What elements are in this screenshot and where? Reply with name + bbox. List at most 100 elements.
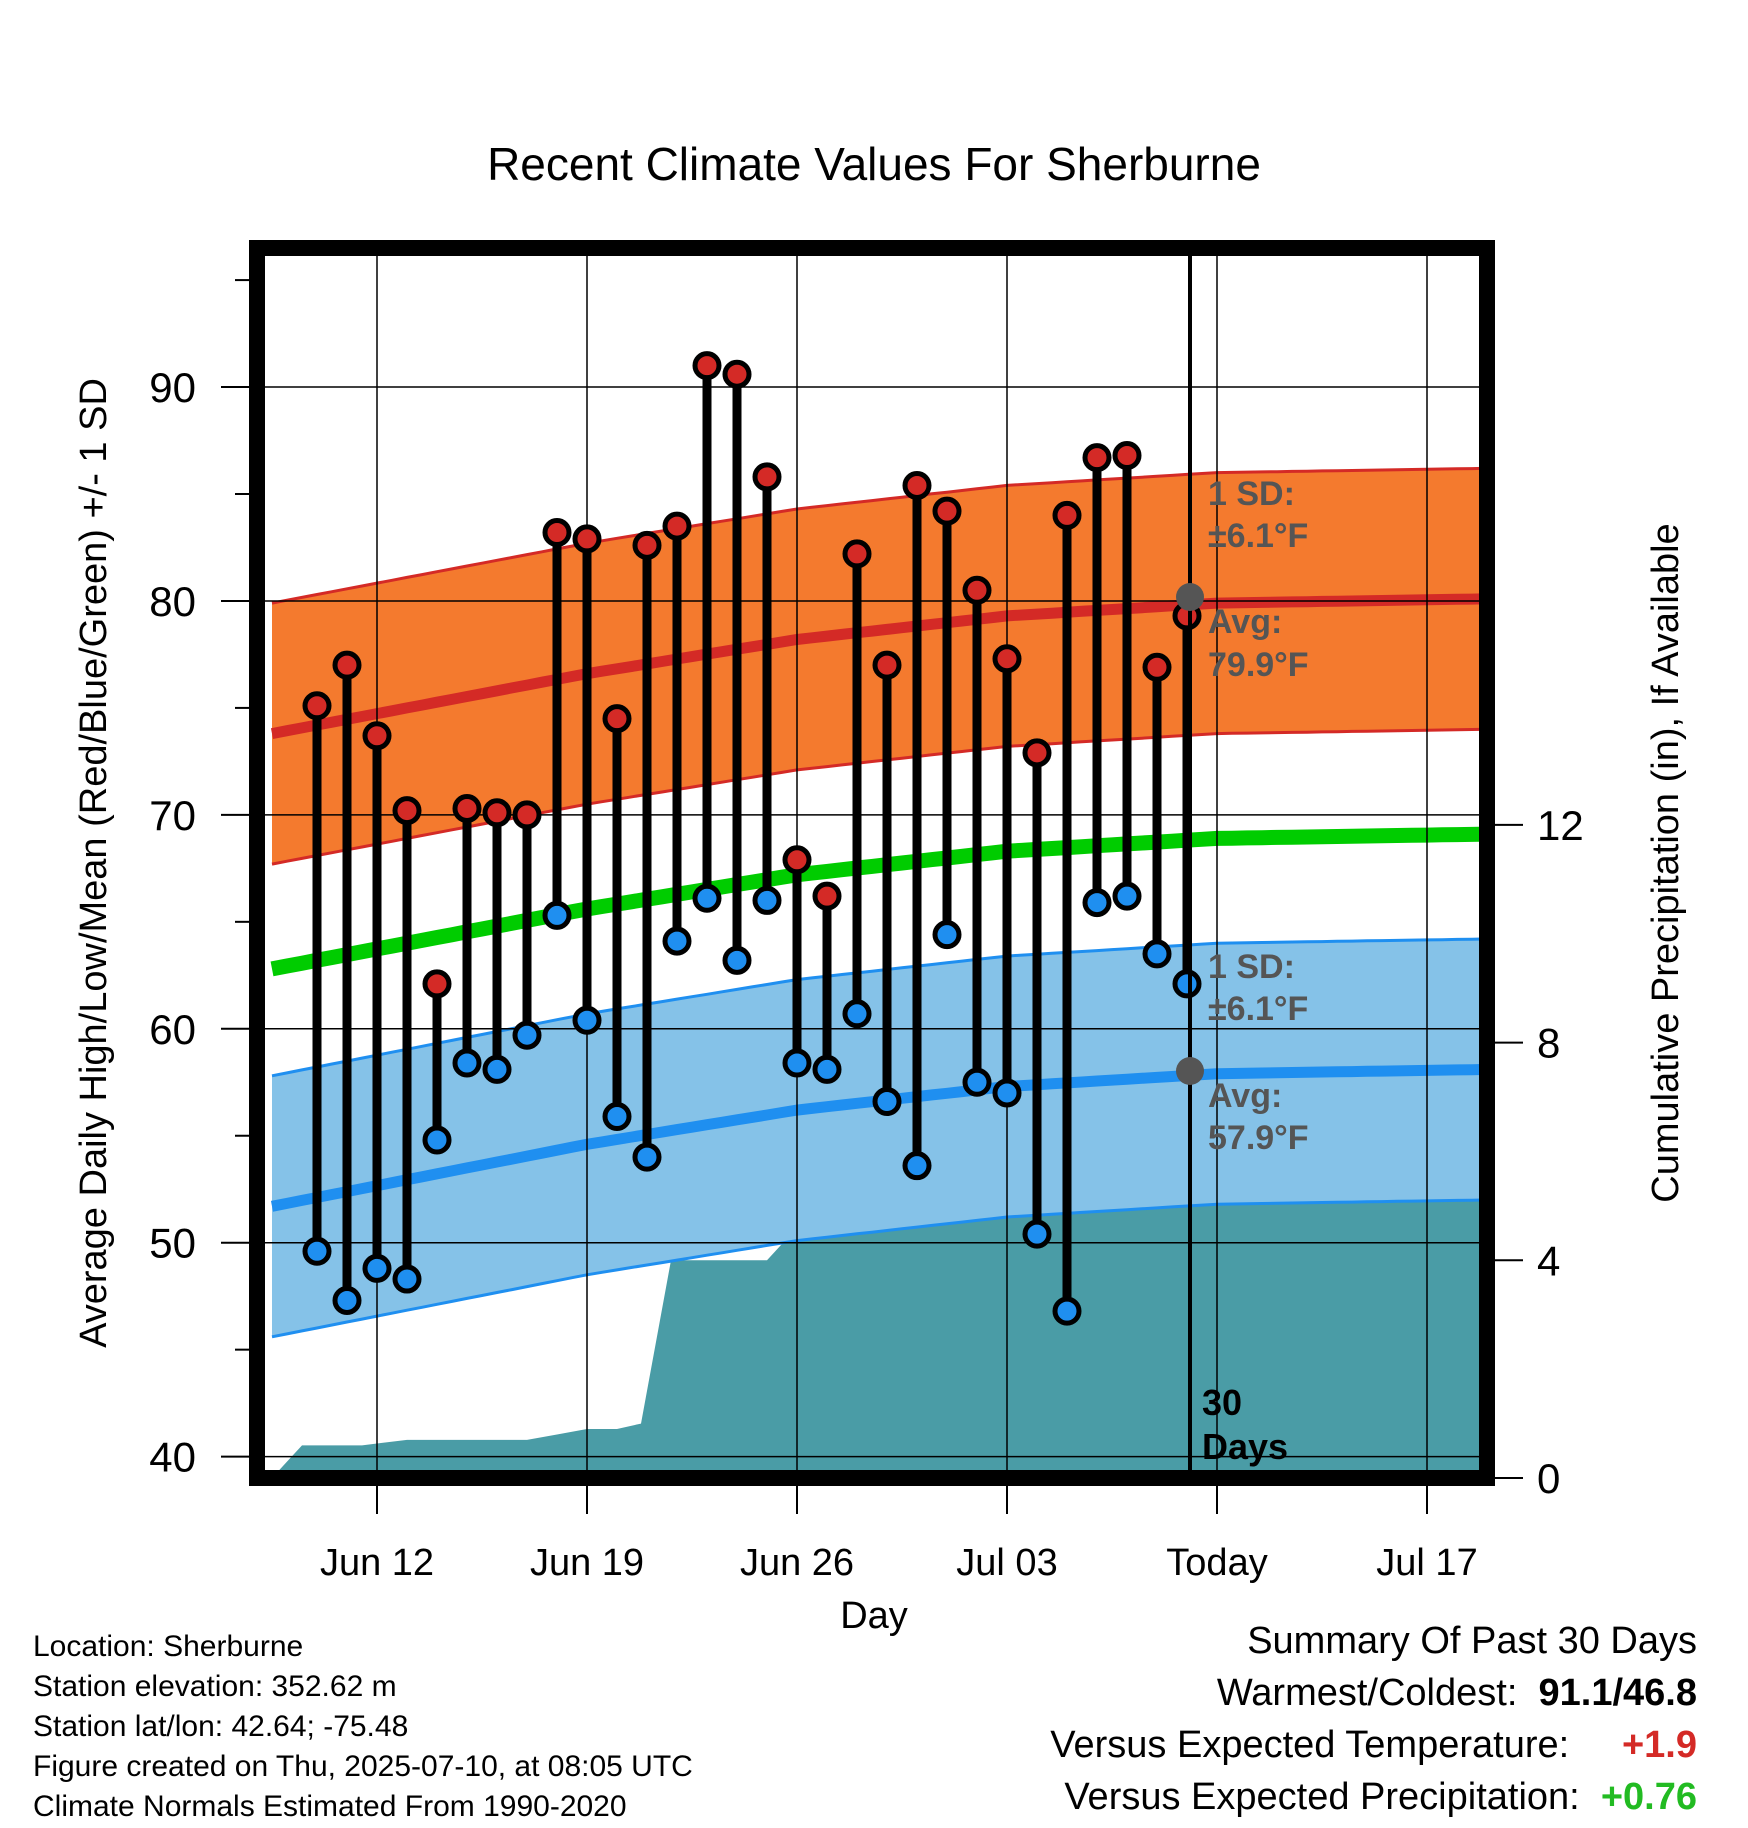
summary-precipitation: Versus Expected Precipitation: +0.76 [1064,1776,1697,1819]
y-tick-label: 90 [149,364,196,411]
low-point [1172,969,1202,999]
low-band-upper-edge [271,937,1487,1078]
high-point [302,691,332,721]
high-point [932,496,962,526]
high-point [782,845,812,875]
low-point [422,1125,452,1155]
low-point [332,1285,362,1315]
plot-area: 1 SD: ±6.1°F Avg: 79.9°F 1 SD: ±6.1°F Av… [249,240,1495,1486]
low-avg-value: 57.9°F [1208,1119,1309,1157]
low-point [452,1048,482,1078]
low-point [542,900,572,930]
low-point [632,1142,662,1172]
high-point [1082,443,1112,473]
location-text: Location: Sherburne [33,1630,304,1663]
high-point [872,650,902,680]
high-point [332,650,362,680]
high-point [422,969,452,999]
high-point [392,796,422,826]
high-point [662,511,692,541]
low-point [1022,1219,1052,1249]
low-point [302,1236,332,1266]
low-band-lower-edge [271,1198,1487,1339]
normals-text: Climate Normals Estimated From 1990-2020 [33,1790,627,1823]
y-tick-label: 70 [149,792,196,839]
y2-tick-label: 12 [1537,802,1584,849]
x-tick-label: Jun 19 [530,1542,644,1584]
high-band-lower-edge [271,727,1487,866]
low-sd-label: 1 SD: [1208,948,1295,986]
annotation-layer: 1 SD: ±6.1°F Avg: 79.9°F 1 SD: ±6.1°F Av… [1176,248,1309,1478]
daily-range-layer [302,351,1202,1326]
high-point [452,793,482,823]
high-point [602,704,632,734]
high-point [1052,500,1082,530]
high-point [962,575,992,605]
low-point [782,1048,812,1078]
low-avg-today-marker [1176,1057,1204,1085]
high-sd-label: 1 SD: [1208,475,1295,513]
high-point [572,524,602,554]
low-sd-value: ±6.1°F [1208,990,1308,1028]
low-point [1052,1296,1082,1326]
temp-label: Versus Expected Temperature: [1050,1724,1570,1766]
plot-frame [249,240,1495,1486]
warmest-value: 91.1/46.8 [1538,1672,1697,1714]
low-band [272,938,1487,1337]
warmest-label: Warmest/Coldest: [1216,1672,1518,1714]
y2-tick-label: 4 [1537,1237,1560,1284]
low-point [572,1005,602,1035]
x-tick-label: Jul 03 [956,1542,1057,1584]
high-point [992,644,1022,674]
high-band-upper-edge [271,466,1487,605]
precipitation-area-layer [257,1189,1487,1478]
high-point [722,359,752,389]
low-point [1112,881,1142,911]
low-point [902,1151,932,1181]
high-point [632,530,662,560]
high-point [752,462,782,492]
y-tick-label: 80 [149,578,196,625]
high-avg-today-marker [1176,583,1204,611]
low-point [692,883,722,913]
x-tick-label: Today [1166,1542,1267,1584]
summary-temperature: Versus Expected Temperature: +1.9 [1050,1724,1697,1767]
low-avg-label: Avg: [1208,1077,1282,1115]
y-tick-label: 40 [149,1434,196,1481]
low-point [602,1101,632,1131]
latlon-text: Station lat/lon: 42.64; -75.48 [33,1710,409,1743]
y-tick-label: 60 [149,1006,196,1053]
thirty-days-label-line: Days [1202,1426,1288,1467]
created-text: Figure created on Thu, 2025-07-10, at 08… [33,1750,693,1783]
low-point [1142,939,1172,969]
low-point [932,920,962,950]
chart-title: Recent Climate Values For Sherburne [487,138,1261,190]
low-point [872,1087,902,1117]
low-point [482,1054,512,1084]
y-tick-label: 50 [149,1220,196,1267]
thirty-days-label: 30 Days [1202,1382,1288,1467]
x-tick-label: Jun 12 [320,1542,434,1584]
high-point [902,470,932,500]
precip-label: Versus Expected Precipitation: [1064,1776,1580,1818]
high-avg-label: Avg: [1208,603,1282,641]
summary-title: Summary Of Past 30 Days [1247,1620,1697,1662]
y2-tick-label: 8 [1537,1020,1560,1067]
elevation-text: Station elevation: 352.62 m [33,1670,397,1703]
x-tick-label: Jul 17 [1376,1542,1477,1584]
high-sd-value: ±6.1°F [1208,517,1308,555]
high-point [512,800,542,830]
high-point [482,798,512,828]
high-point [1022,738,1052,768]
x-tick-label: Jun 26 [740,1542,854,1584]
low-point [722,945,752,975]
high-point [812,881,842,911]
high-point [842,539,872,569]
low-point [842,999,872,1029]
low-point [662,926,692,956]
low-point [362,1253,392,1283]
y2-tick-label: 0 [1537,1455,1560,1502]
low-point [512,1020,542,1050]
summary-warmest-coldest: Warmest/Coldest: 91.1/46.8 [1217,1672,1697,1715]
